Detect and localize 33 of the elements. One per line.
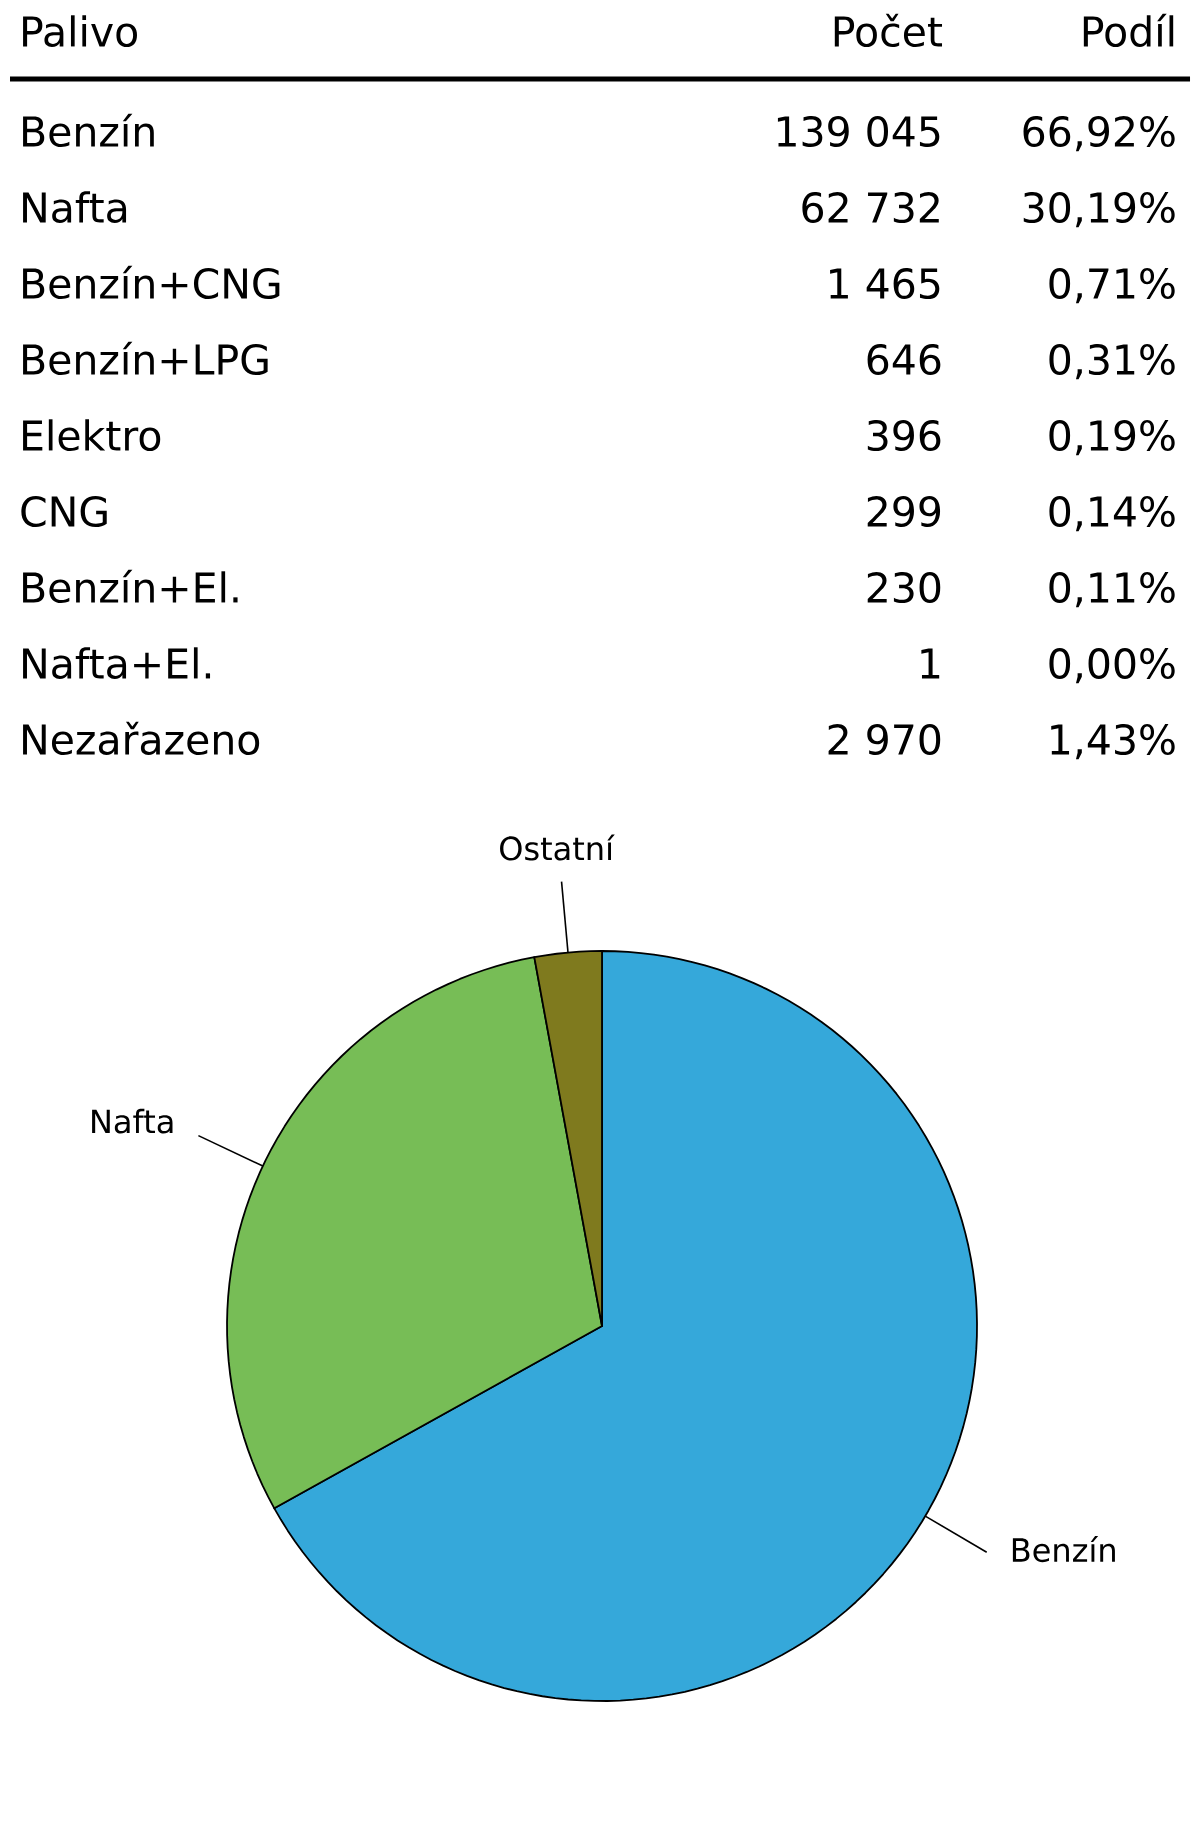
category-label: Benzín [23,113,154,148]
category-label: CNG [21,496,107,528]
text: 396 [867,420,941,452]
category-label: Nafta [23,191,127,224]
category-label: Nafta+El. [23,647,211,680]
slice-label: Benzín [1012,1536,1115,1563]
text: Palivo [23,15,137,48]
text: 230 [867,572,941,604]
text: 0,71% [1049,268,1175,304]
text: 139 045 [777,116,940,148]
category-label: Nezařazeno [23,721,260,756]
text: 66,92% [1023,116,1175,152]
text: 0,19% [1049,420,1175,456]
category-label: Benzín+El. [23,569,238,604]
text: 1,43% [1051,724,1175,760]
text: Počet [834,13,943,48]
text: 30,19% [1023,192,1175,228]
text: 2 970 [828,724,941,756]
text: 0,31% [1049,344,1175,380]
category-label: Elektro [23,419,161,452]
text: 62 732 [802,192,939,224]
category-label: Benzín+CNG [23,265,280,300]
text: 299 [867,496,941,528]
text: 0,00% [1049,648,1175,684]
text: 0,14% [1049,496,1175,532]
slice-label: Nafta [92,1108,173,1134]
category-label: Benzín+LPG [23,341,268,376]
slice-label: Ostatní [500,834,615,861]
text: 1 [921,648,940,679]
text: 646 [867,344,941,376]
text: Podíl [1083,13,1174,48]
text: 1 465 [830,268,940,300]
text: 0,11% [1049,572,1175,608]
